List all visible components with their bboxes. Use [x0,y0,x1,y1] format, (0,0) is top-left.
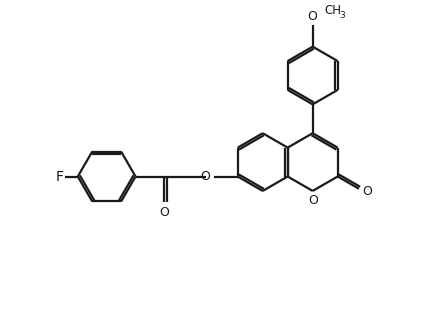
Text: O: O [159,206,169,219]
Text: O: O [308,10,318,23]
Text: O: O [308,194,318,207]
Text: 3: 3 [339,11,345,20]
Text: F: F [55,169,64,183]
Text: O: O [200,170,210,183]
Text: CH: CH [324,4,342,17]
Text: O: O [362,185,372,198]
